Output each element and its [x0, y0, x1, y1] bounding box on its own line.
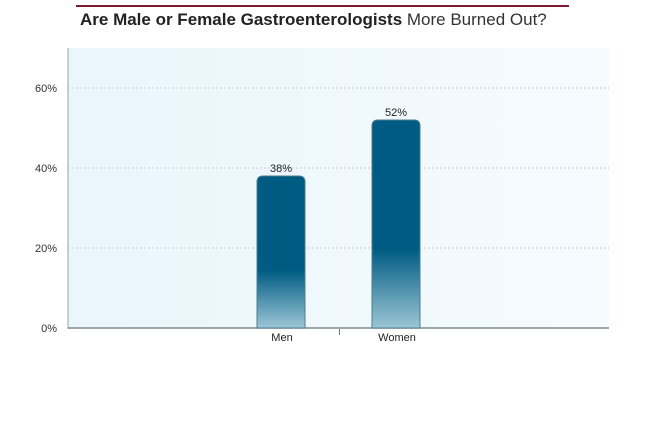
chart-title-normal: More Burned Out? [406, 10, 547, 29]
data-label: 52% [385, 107, 407, 119]
x-category-label: Men [271, 332, 292, 344]
plot-area [68, 48, 609, 328]
bar-men [256, 175, 306, 329]
y-tick-label: 60% [35, 83, 57, 95]
y-tick-label: 0% [41, 323, 57, 335]
data-label: 38% [270, 163, 292, 175]
y-tick-label: 40% [35, 163, 57, 175]
chart-title: Are Male or Female Gastroenterologists M… [80, 10, 547, 30]
title-accent-rule [76, 5, 569, 7]
x-category-label: Women [378, 332, 416, 344]
bar-women [371, 119, 421, 329]
chart-title-bold: Are Male or Female Gastroenterologists [80, 10, 403, 29]
y-tick-label: 20% [35, 243, 57, 255]
